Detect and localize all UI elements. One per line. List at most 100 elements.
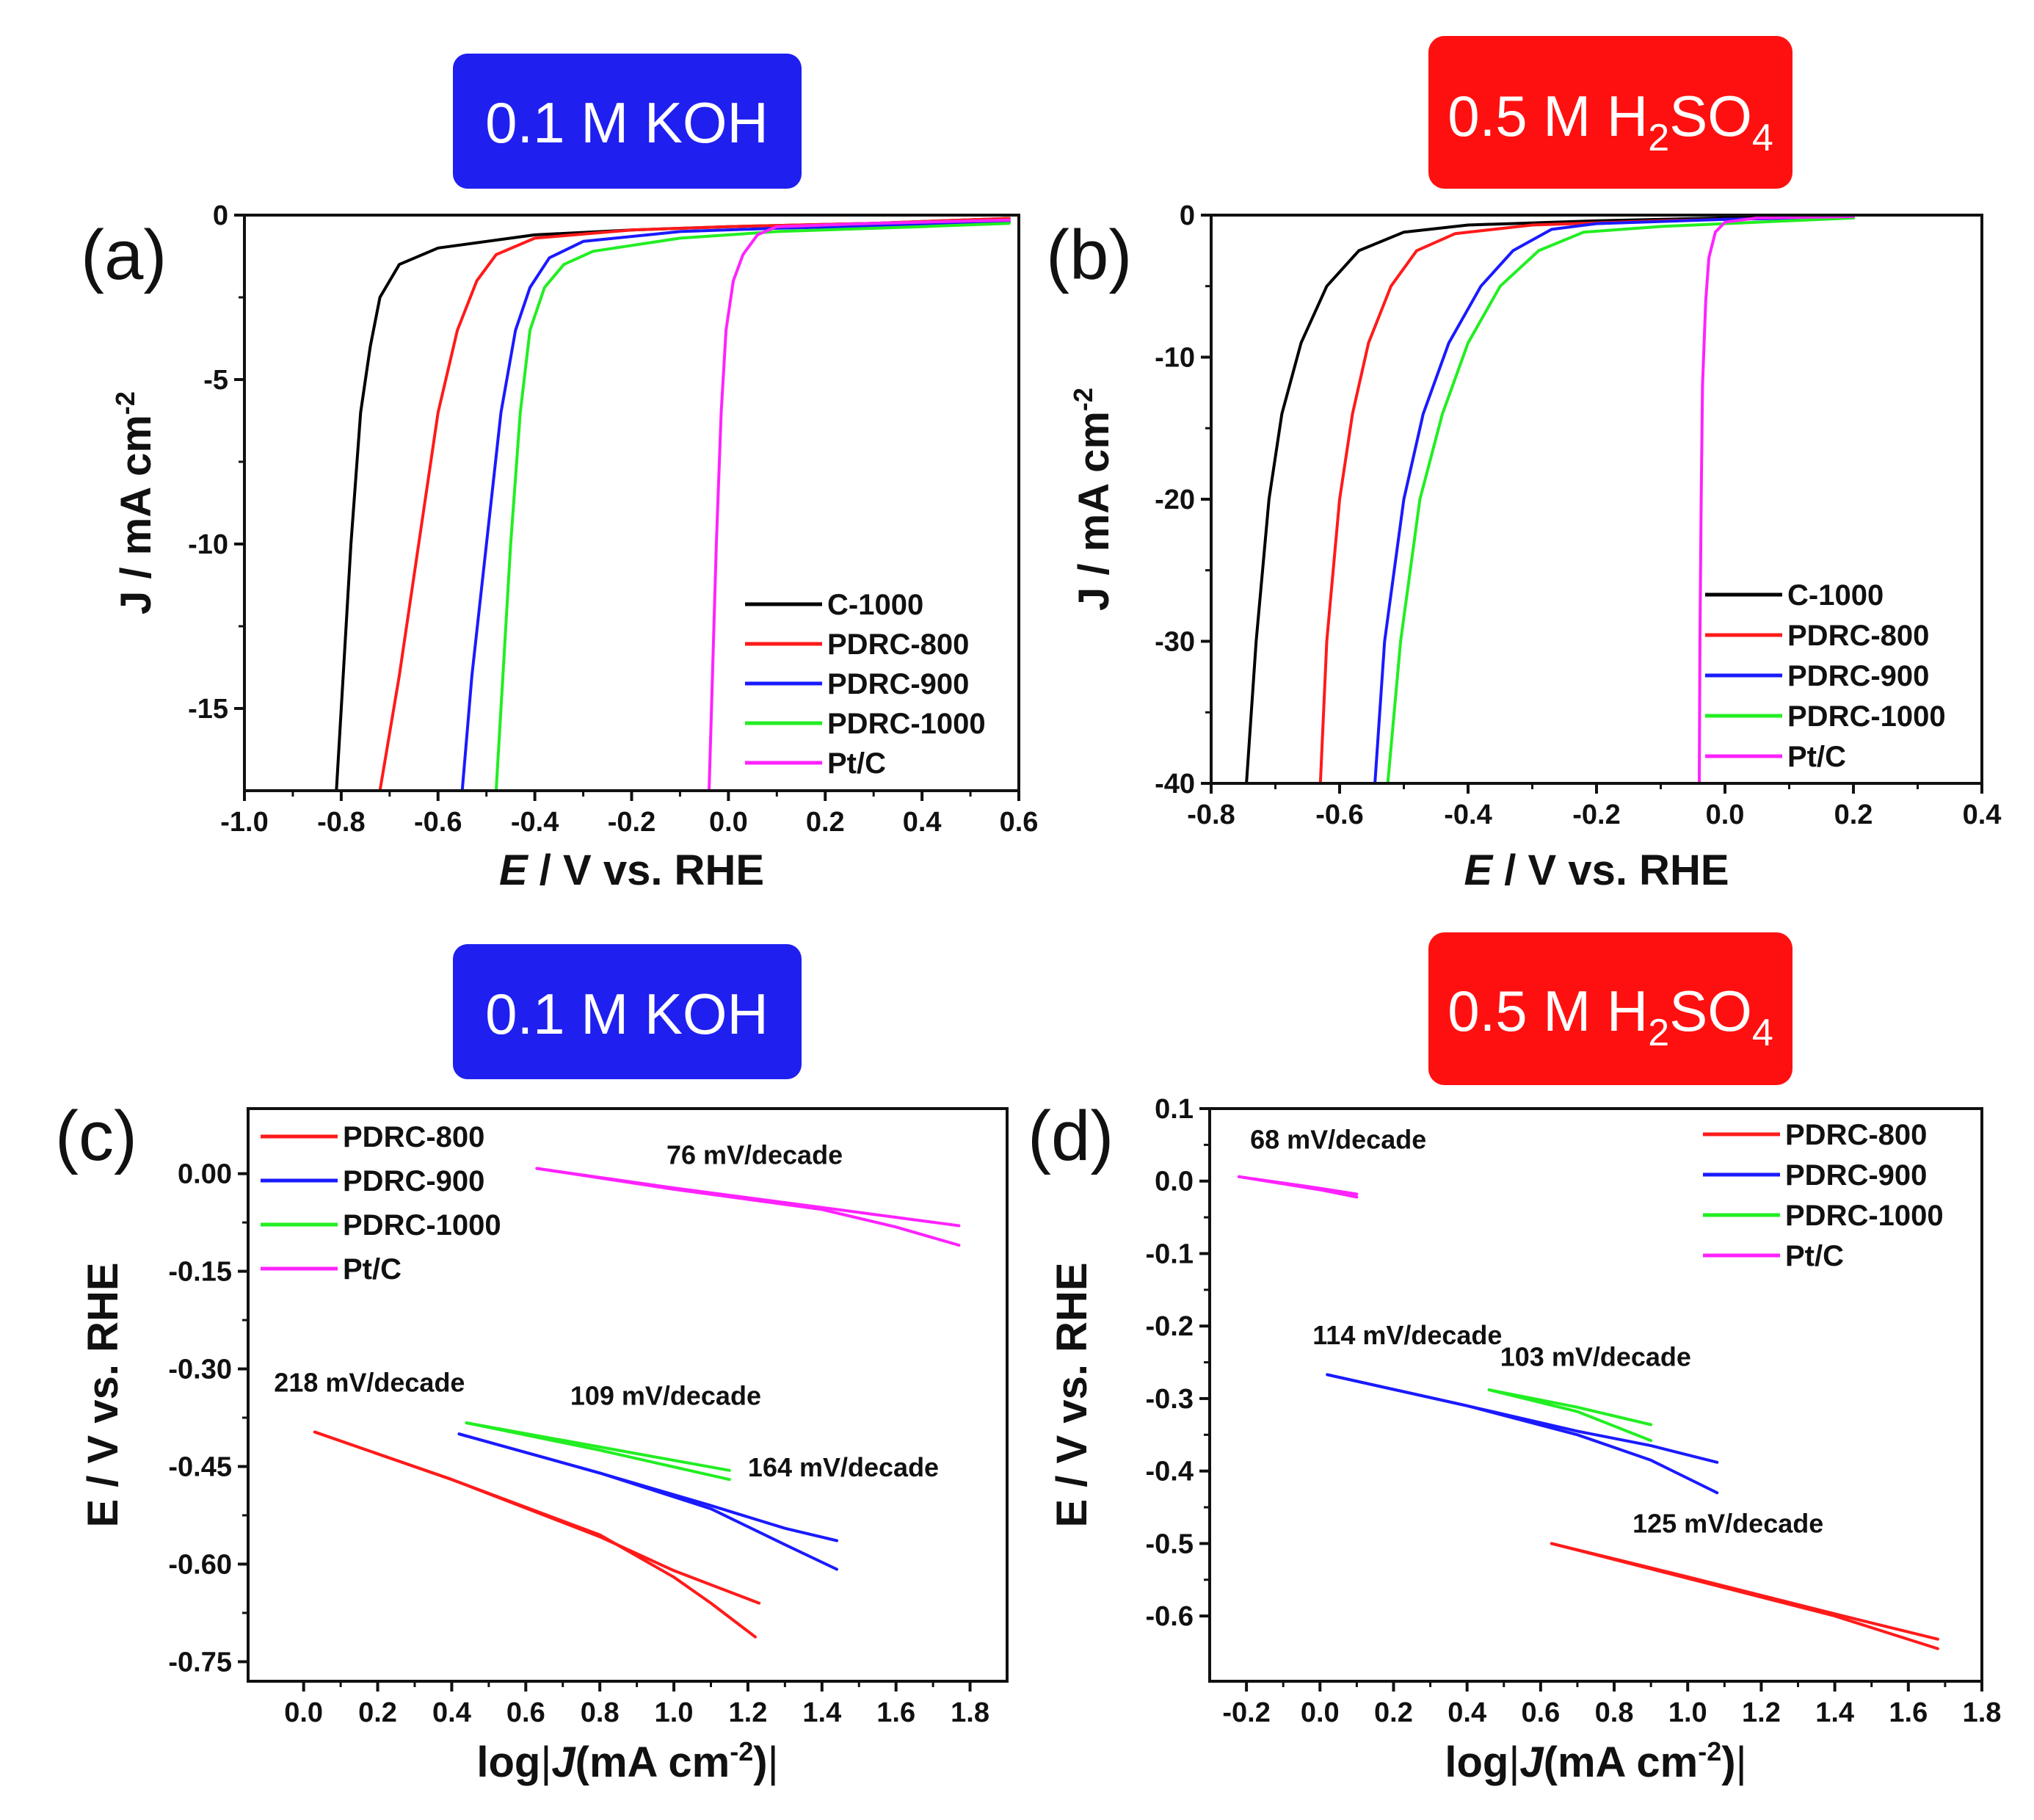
x-axis-label-sup: -2 [730, 1736, 753, 1766]
plot-frame [247, 1107, 1009, 1683]
series-group [1245, 215, 1855, 783]
chart-c: 0.0 0.2 0.4 0.6 0.8 1.0 1.2 1.4 1.6 1.8 0.00 -0.15 -… [55, 1097, 1009, 1786]
panel-label: (b) [1046, 216, 1132, 294]
y-tick-label: 0 [213, 200, 228, 231]
x-tick-label: -1.0 [220, 807, 268, 838]
plot-frame [243, 214, 1020, 792]
x-axis-label-rest: / V vs. RHE [528, 846, 764, 894]
x-tick-label: 0.4 [1963, 800, 2002, 830]
x-tick-label: -0.4 [1444, 800, 1492, 830]
badge-a-text: 0.1 M KOH [485, 90, 769, 155]
series-line-pt-c-7 [535, 1167, 961, 1247]
y-tick-label: 0.00 [178, 1159, 232, 1190]
chart-d: -0.2 0.0 0.2 0.4 0.6 0.8 1.0 1.2 1.4 1.6 1.8 0.1 0.0… [1028, 1094, 2001, 1786]
badge-d: 0.5 M H2SO4 [1428, 932, 1793, 1085]
y-axis-label: E / V vs. RHE [79, 1262, 127, 1527]
x-tick-label: 0.2 [358, 1697, 397, 1728]
x-axis-label-italic: E [499, 846, 529, 894]
x-axis-label: E / V vs. RHE [1464, 846, 1729, 894]
y-axis-label-sup: -2 [110, 391, 140, 415]
x-axis-label-rest: (mA cm [575, 1739, 730, 1786]
y-tick-label: 0.0 [1155, 1167, 1194, 1197]
x-axis-label-italic: E [1464, 846, 1494, 894]
y-tick-label: -0.30 [168, 1355, 232, 1385]
x-tick-label: -0.2 [608, 807, 655, 838]
y-axis-label-sup: -2 [1068, 388, 1098, 411]
y-tick-label: -0.60 [168, 1549, 232, 1580]
series-group [313, 1167, 961, 1639]
legend-label-pdrc-900: PDRC-900 [1785, 1159, 1927, 1192]
x-axis-label-prefix: log [1445, 1739, 1508, 1786]
slope-annotation: 114 mV/decade [1312, 1320, 1502, 1350]
slope-annotation: 68 mV/decade [1250, 1124, 1426, 1154]
x-tick-label: 1.2 [1742, 1697, 1781, 1728]
x-axis-label-close: ) [753, 1739, 767, 1786]
legend-label-c-1000: C-1000 [827, 589, 923, 621]
legend-label-pdrc-1000: PDRC-1000 [343, 1209, 501, 1241]
legend-label-pdrc-800: PDRC-800 [827, 628, 969, 661]
x-tick-label: 0.2 [806, 807, 845, 838]
series-line-pt-c-4 [1698, 215, 1855, 783]
slope-annotation: 109 mV/decade [570, 1380, 761, 1410]
series-line-pt-c-4 [708, 218, 1011, 791]
x-tick-label: 1.8 [1963, 1697, 2002, 1728]
x-axis-label-rest: / V vs. RHE [1492, 846, 1729, 894]
legend-label-pdrc-900: PDRC-900 [827, 668, 969, 700]
y-axis-label: J / mA cm-2 [1068, 388, 1118, 611]
legend-label-pdrc-800: PDRC-800 [1785, 1119, 1927, 1151]
legend-label-c-1000: C-1000 [1787, 579, 1884, 612]
y-tick-label: -10 [188, 529, 228, 560]
series-line-pdrc-800-1 [313, 1430, 757, 1639]
y-tick-label: -15 [188, 694, 228, 725]
x-tick-label: 0.2 [1374, 1697, 1413, 1728]
y-tick-label: -40 [1155, 769, 1195, 800]
x-tick-label: -0.8 [1187, 800, 1235, 830]
series-line-pdrc-900-3 [1326, 1373, 1719, 1495]
legend-label-pt-c: Pt/C [1787, 741, 1846, 773]
legend-label-pt-c: Pt/C [343, 1253, 402, 1286]
x-tick-label: 0.2 [1834, 800, 1873, 830]
series-line-pdrc-1000-3 [494, 222, 1011, 791]
y-tick-label: -0.3 [1146, 1384, 1194, 1415]
x-axis-label-prefix: log [476, 1739, 540, 1786]
x-axis-label-italic: J [551, 1739, 576, 1786]
series-line-pdrc-800-0 [313, 1430, 761, 1605]
y-tick-label: -0.75 [168, 1647, 232, 1678]
legend-label-pdrc-800: PDRC-800 [1787, 620, 1929, 652]
slope-annotation: 125 mV/decade [1632, 1509, 1823, 1539]
slope-annotation: 218 mV/decade [274, 1368, 465, 1398]
x-tick-label: 0.4 [1448, 1697, 1486, 1728]
slope-annotation: 76 mV/decade [667, 1139, 843, 1170]
plot-frame [1208, 1107, 1983, 1683]
badge-c: 0.1 M KOH [453, 944, 802, 1079]
legend-label-pt-c: Pt/C [1785, 1240, 1844, 1272]
x-tick-label: 0.8 [581, 1697, 620, 1728]
series-line-c-1000-0 [1245, 215, 1855, 783]
legend-label-pt-c: Pt/C [827, 747, 886, 780]
y-axis-label-main: J / mA cm [1070, 411, 1118, 611]
panel-label: (a) [81, 216, 167, 294]
series-line-c-1000-0 [335, 217, 1011, 791]
legend-label-pdrc-900: PDRC-900 [343, 1165, 484, 1197]
series-line-pdrc-800-1 [1550, 1542, 1939, 1650]
y-tick-label: -30 [1155, 627, 1195, 658]
legend-label-pdrc-800: PDRC-800 [343, 1121, 484, 1153]
x-axis-label-bar: | [1736, 1739, 1747, 1786]
y-tick-label: -0.45 [168, 1452, 232, 1483]
y-tick-label: -10 [1155, 343, 1195, 374]
y-tick-label: -0.1 [1146, 1239, 1194, 1269]
x-axis-label-bar: | [540, 1739, 551, 1786]
x-tick-label: 1.4 [1815, 1697, 1854, 1728]
series-group [335, 217, 1011, 791]
x-tick-label: -0.6 [414, 807, 462, 838]
chart-a: -1.0 -0.8 -0.6 -0.4 -0.2 0.0 0.2 0.4 0.6 0 -5 -10 -1… [81, 200, 1038, 894]
x-tick-label: 0.8 [1595, 1697, 1634, 1728]
x-tick-label: 0.6 [1000, 807, 1039, 838]
x-tick-label: 1.8 [951, 1697, 989, 1728]
x-tick-label: 0.0 [709, 807, 748, 838]
x-axis-label-bar: | [1508, 1739, 1519, 1786]
y-axis-label-main: E / V vs. RHE [79, 1262, 127, 1527]
badge-b-background [1428, 36, 1793, 189]
x-axis-label-bar: | [768, 1739, 779, 1786]
